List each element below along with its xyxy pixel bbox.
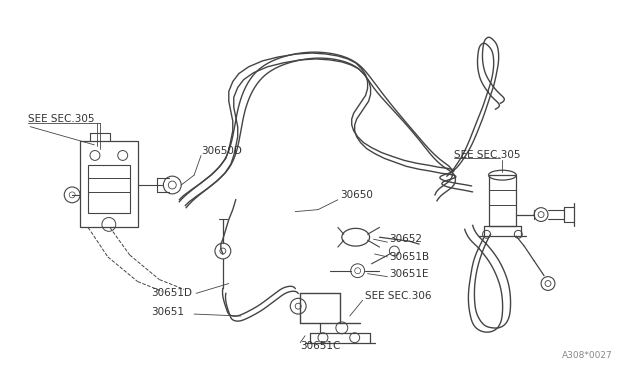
Text: 30650D: 30650D	[201, 145, 242, 155]
Text: 30651B: 30651B	[389, 252, 429, 262]
Bar	[88, 165, 130, 212]
Text: SEE SEC.305: SEE SEC.305	[28, 114, 94, 124]
Text: A308*0027: A308*0027	[562, 351, 612, 360]
Text: 30650: 30650	[340, 190, 372, 200]
Text: 30651D: 30651D	[152, 288, 193, 298]
Text: 30651C: 30651C	[300, 341, 340, 350]
Text: 30651: 30651	[152, 307, 184, 317]
Text: 30651E: 30651E	[389, 269, 429, 279]
Text: 30652: 30652	[389, 234, 422, 244]
Bar	[488, 175, 516, 227]
Text: SEE SEC.305: SEE SEC.305	[454, 150, 520, 160]
Text: SEE SEC.306: SEE SEC.306	[365, 291, 431, 301]
Bar	[80, 141, 138, 227]
